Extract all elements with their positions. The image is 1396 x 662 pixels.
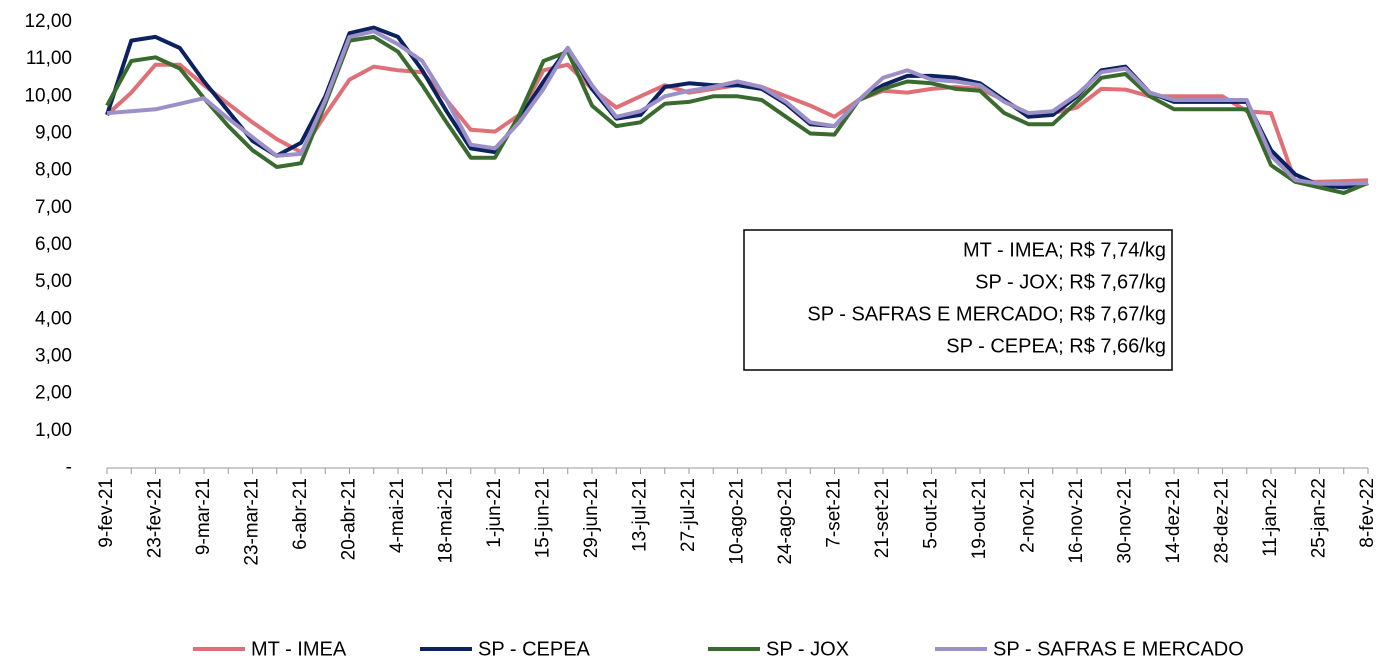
y-tick-label: 3,00 xyxy=(35,346,72,367)
x-tick-label: 23-fev-21 xyxy=(145,478,166,558)
x-tick-label: 30-nov-21 xyxy=(1115,478,1136,564)
y-tick-label: 12,00 xyxy=(24,11,72,32)
x-tick-label: 15-jun-21 xyxy=(533,478,554,558)
x-tick-label: 6-abr-21 xyxy=(290,478,311,550)
annotation: SP - JOX; R$ 7,67/kg xyxy=(975,271,1166,293)
x-tick-label: 8-fev-22 xyxy=(1357,478,1378,548)
x-tick-label: 21-set-21 xyxy=(872,478,893,558)
y-tick-label: 6,00 xyxy=(35,234,72,255)
x-tick-label: 7-set-21 xyxy=(824,478,845,548)
annotation-box xyxy=(743,229,1173,371)
x-tick-label: 27-jul-21 xyxy=(678,478,699,552)
x-tick-label: 18-mai-21 xyxy=(436,478,457,564)
series-line xyxy=(106,29,1369,186)
legend-label: MT - IMEA xyxy=(251,638,347,660)
x-tick-label: 25-jan-22 xyxy=(1309,478,1330,558)
x-tick-label: 10-ago-21 xyxy=(727,478,748,565)
x-tick-label: 9-fev-21 xyxy=(96,478,117,548)
legend-label: SP - CEPEA xyxy=(478,638,591,660)
y-tick-label: 2,00 xyxy=(35,383,72,404)
y-tick-label: 7,00 xyxy=(35,197,72,218)
annotation: MT - IMEA; R$ 7,74/kg xyxy=(963,239,1166,261)
annotation: SP - SAFRAS E MERCADO; R$ 7,67/kg xyxy=(807,303,1166,325)
x-tick-label: 5-out-21 xyxy=(921,478,942,549)
y-tick-label: 4,00 xyxy=(35,308,72,329)
x-tick-label: 16-nov-21 xyxy=(1066,478,1087,564)
x-tick-label: 28-dez-21 xyxy=(1212,478,1233,564)
legend-label: SP - SAFRAS E MERCADO xyxy=(993,638,1244,660)
x-tick-label: 20-abr-21 xyxy=(339,478,360,560)
y-tick-label: - xyxy=(66,457,72,478)
x-tick-label: 19-out-21 xyxy=(969,478,990,559)
y-tick-label: 8,00 xyxy=(35,160,72,181)
annotation: SP - CEPEA; R$ 7,66/kg xyxy=(946,335,1166,357)
x-tick-label: 4-mai-21 xyxy=(387,478,408,553)
series-line xyxy=(105,34,1369,195)
y-tick-label: 1,00 xyxy=(35,420,72,441)
x-tick-label: 2-nov-21 xyxy=(1018,478,1039,553)
y-tick-label: 11,00 xyxy=(26,48,72,69)
x-tick-label: 9-mar-21 xyxy=(193,478,214,555)
x-tick-label: 13-jul-21 xyxy=(630,478,651,552)
y-tick-label: 9,00 xyxy=(35,123,72,144)
y-tick-label: 5,00 xyxy=(35,271,72,292)
x-tick-label: 1-jun-21 xyxy=(484,478,505,548)
x-tick-label: 11-jan-22 xyxy=(1260,478,1281,557)
y-tick-label: 10,00 xyxy=(24,85,72,106)
x-tick-label: 14-dez-21 xyxy=(1163,478,1184,564)
x-tick-label: 24-ago-21 xyxy=(775,478,796,565)
x-tick-label: 23-mar-21 xyxy=(242,478,263,566)
x-tick-label: 29-jun-21 xyxy=(581,478,602,558)
legend-label: SP - JOX xyxy=(766,638,849,660)
